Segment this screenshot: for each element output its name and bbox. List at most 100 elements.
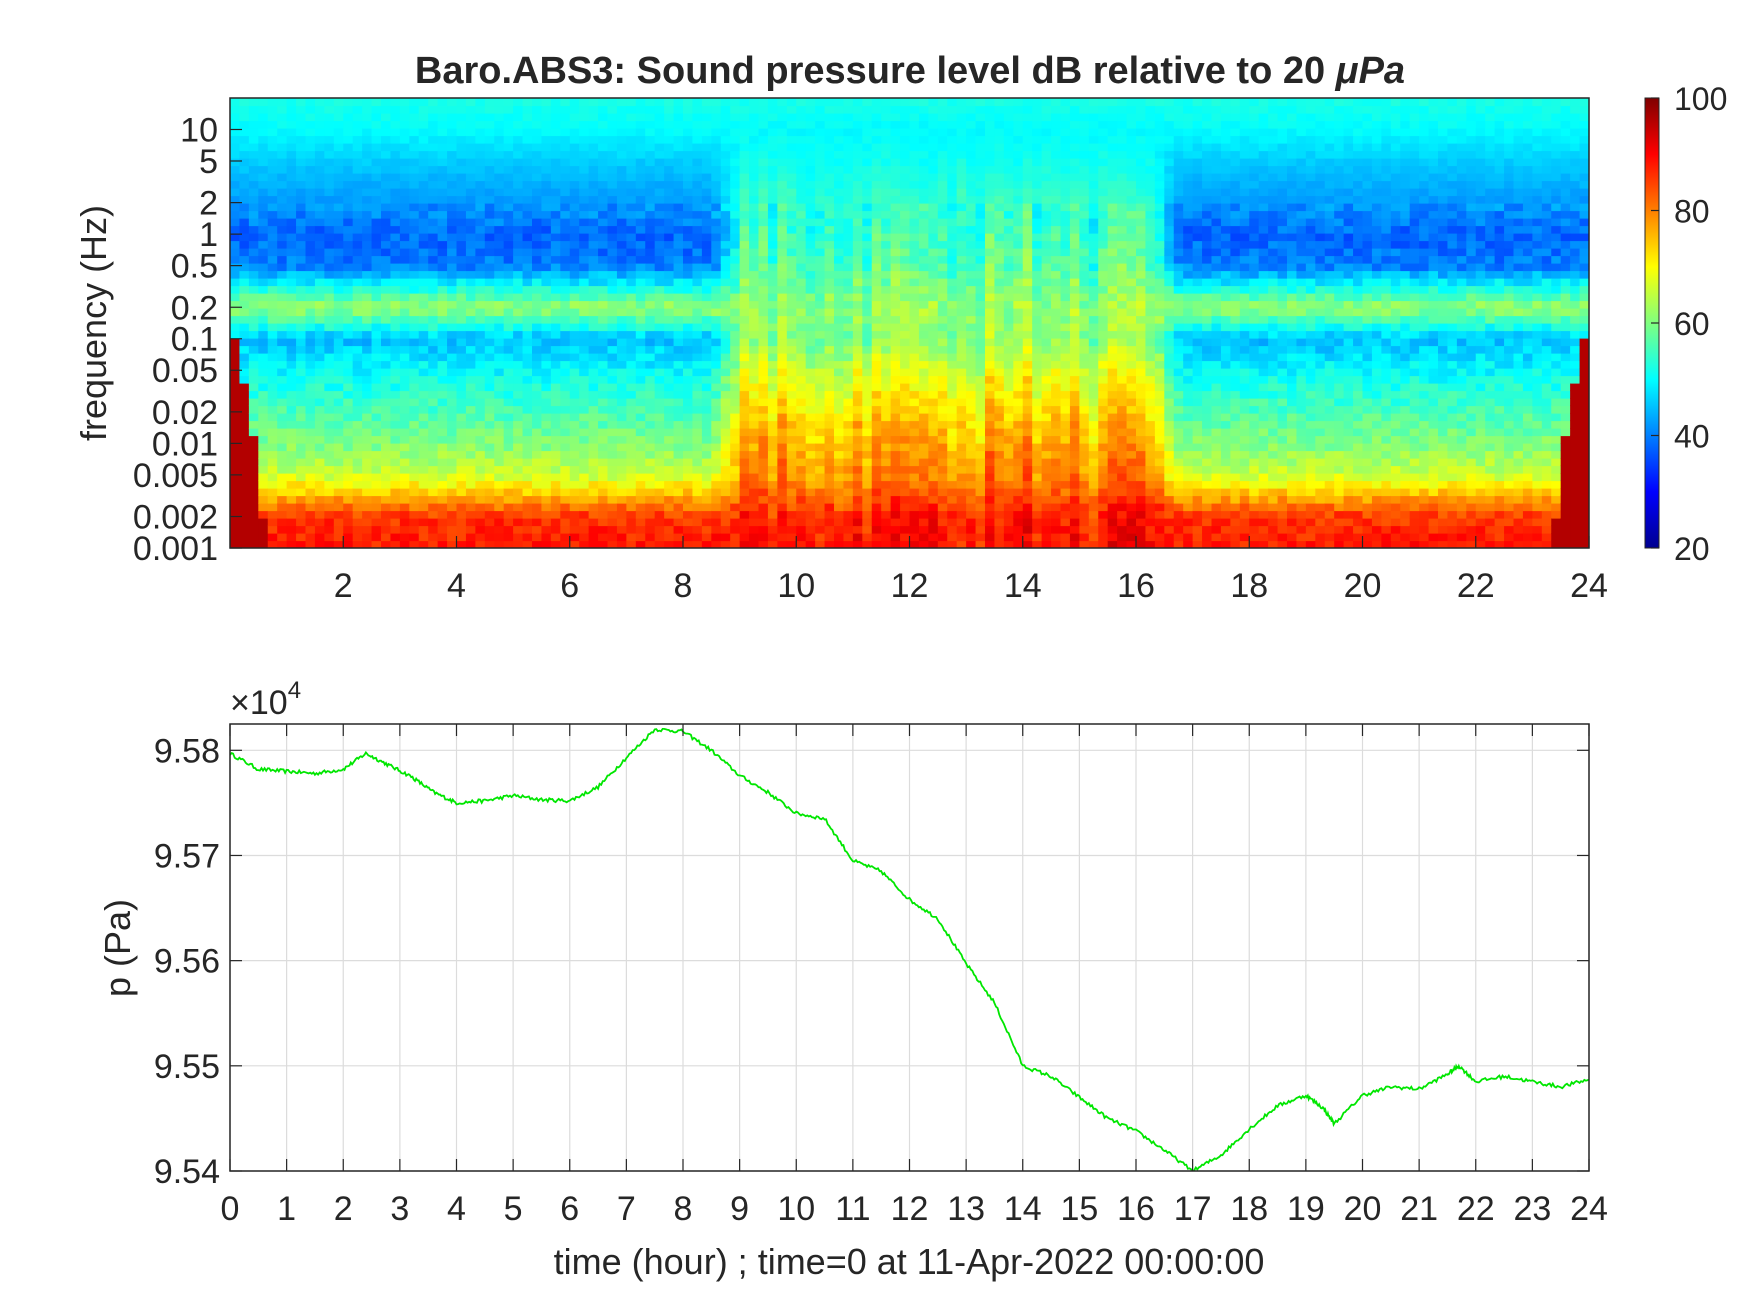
spectrogram-cell: [258, 98, 269, 107]
spectrogram-cell: [333, 278, 344, 287]
spectrogram-cell: [871, 330, 882, 339]
spectrogram-cell: [918, 510, 929, 519]
spectrogram-cell: [994, 293, 1005, 302]
spectrogram-cell: [918, 420, 929, 429]
spectrogram-cell: [258, 158, 269, 167]
spectrogram-cell: [739, 165, 750, 174]
spectrogram-cell: [862, 113, 873, 122]
spectrogram-cell: [522, 413, 533, 422]
spectrogram-cell: [711, 255, 722, 264]
spectrogram-cell: [673, 218, 684, 227]
spectrogram-cell: [390, 255, 401, 264]
spectrogram-cell: [720, 150, 731, 159]
spectrogram-cell: [758, 360, 769, 369]
spectrogram-cell: [1013, 480, 1024, 489]
spectrogram-cell: [352, 158, 363, 167]
spectrogram-cell: [399, 150, 410, 159]
spectrogram-cell: [890, 323, 901, 332]
spectrogram-cell: [758, 473, 769, 482]
spectrogram-cell: [947, 113, 958, 122]
spectrogram-cell: [975, 428, 986, 437]
spectrogram-cell: [456, 450, 467, 459]
spectrogram-cell: [975, 240, 986, 249]
spectrogram-cell: [805, 98, 816, 107]
spectrogram-cell: [937, 105, 948, 114]
spectrogram-cell: [503, 345, 514, 354]
spectrogram-cell: [522, 450, 533, 459]
spectrogram-cell: [711, 233, 722, 242]
spectrogram-cell: [928, 480, 939, 489]
spectrogram-cell: [447, 375, 458, 384]
spectrogram-cell: [230, 540, 241, 548]
spectrogram-cell: [966, 390, 977, 399]
spectrogram-cell: [881, 383, 892, 392]
spectrogram-cell: [343, 488, 354, 497]
spectrogram-cell: [626, 308, 637, 317]
spectrogram-cell: [815, 300, 826, 309]
spectrogram-cell: [758, 218, 769, 227]
spectrogram-cell: [909, 233, 920, 242]
spectrogram-cell: [966, 293, 977, 302]
spectrogram-cell: [532, 188, 543, 197]
spectrogram-cell: [277, 135, 288, 144]
spectrogram-cell: [409, 375, 420, 384]
spectrogram-cell: [862, 270, 873, 279]
spectrogram-cell: [862, 120, 873, 129]
spectrogram-cell: [890, 405, 901, 414]
spectrogram-cell: [362, 263, 373, 272]
spectrogram-cell: [569, 300, 580, 309]
spectrogram-cell: [465, 233, 476, 242]
spectrogram-cell: [654, 353, 665, 362]
spectrogram-cell: [399, 398, 410, 407]
spectrogram-cell: [937, 503, 948, 512]
spectrogram-cell: [975, 128, 986, 137]
spectrogram-cell: [230, 443, 241, 452]
spectrogram-cell: [428, 420, 439, 429]
spectrogram-cell: [786, 495, 797, 504]
spectrogram-cell: [918, 248, 929, 257]
spectrogram-cell: [749, 315, 760, 324]
spectrogram-cell: [966, 525, 977, 534]
spectrogram-cell: [683, 540, 694, 548]
spectrogram-cell: [739, 488, 750, 497]
spectrogram-cell: [654, 143, 665, 152]
spectrogram-cell: [937, 293, 948, 302]
spectrogram-cell: [579, 128, 590, 137]
spectrogram-cell: [796, 435, 807, 444]
spectrogram-cell: [1003, 525, 1014, 534]
spectrogram-cell: [437, 285, 448, 294]
spectrogram-cell: [994, 518, 1005, 527]
spectrogram-cell: [956, 413, 967, 422]
spectrogram-cell: [937, 510, 948, 519]
spectrogram-cell: [664, 435, 675, 444]
spectrogram-cell: [852, 150, 863, 159]
spectrogram-cell: [267, 390, 278, 399]
spectrogram-cell: [749, 143, 760, 152]
spectrogram-cell: [956, 285, 967, 294]
spectrogram-cell: [286, 225, 297, 234]
spectrogram-cell: [390, 158, 401, 167]
spectrogram-cell: [399, 503, 410, 512]
spectrogram-cell: [248, 188, 259, 197]
spectrogram-cell: [541, 113, 552, 122]
spectrogram-cell: [503, 465, 514, 474]
spectrogram-cell: [550, 300, 561, 309]
spectrogram-cell: [937, 315, 948, 324]
spectrogram-cell: [569, 480, 580, 489]
spectrogram-cell: [550, 270, 561, 279]
spectrogram-cell: [362, 540, 373, 548]
spectrogram-cell: [824, 165, 835, 174]
spectrogram-cell: [645, 225, 656, 234]
spectrogram-cell: [767, 278, 778, 287]
spectrogram-cell: [937, 188, 948, 197]
spectrogram-cell: [730, 405, 741, 414]
spectrogram-cell: [673, 293, 684, 302]
spectrogram-cell: [777, 323, 788, 332]
spectrogram-cell: [522, 270, 533, 279]
spectrogram-cell: [786, 278, 797, 287]
spectrogram-cell: [966, 330, 977, 339]
spectrogram-cell: [805, 195, 816, 204]
spectrogram-cell: [286, 255, 297, 264]
spectrogram-cell: [418, 203, 429, 212]
spectrogram-cell: [786, 533, 797, 542]
